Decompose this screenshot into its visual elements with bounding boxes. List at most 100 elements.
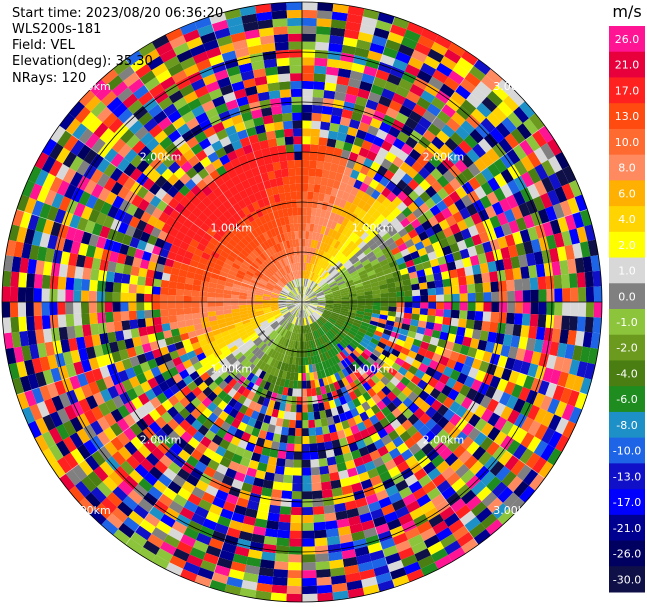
range-gate-cell: [418, 167, 431, 180]
range-gate-cell: [365, 298, 374, 302]
range-gate-cell: [176, 541, 193, 555]
range-gate-cell: [311, 313, 318, 321]
range-gate-cell: [323, 343, 330, 352]
range-gate-cell: [420, 500, 436, 514]
range-gate-cell: [285, 144, 295, 153]
range-gate-cell: [361, 372, 371, 382]
range-gate-cell: [341, 368, 350, 378]
range-gate-cell: [569, 273, 578, 288]
range-gate-cell: [448, 269, 458, 279]
range-gate-cell: [472, 143, 487, 158]
range-gate-cell: [323, 161, 332, 171]
range-gate-cell: [346, 85, 360, 97]
range-gate-cell: [391, 207, 402, 218]
range-gate-cell: [461, 422, 475, 437]
range-gate-cell: [321, 335, 328, 343]
range-gate-cell: [317, 278, 325, 286]
range-gate-cell: [327, 130, 339, 140]
range-gate-cell: [500, 420, 514, 436]
range-gate-cell: [527, 226, 539, 241]
range-gate-cell: [302, 325, 304, 334]
range-gate-cell: [145, 317, 154, 327]
range-gate-cell: [368, 273, 378, 280]
range-gate-cell: [374, 370, 385, 381]
range-gate-cell: [418, 362, 429, 374]
range-gate-cell: [384, 345, 394, 354]
range-gate-cell: [74, 266, 84, 279]
range-gate-cell: [302, 593, 318, 602]
range-gate-cell: [357, 394, 367, 405]
range-gate-cell: [434, 316, 444, 325]
range-gate-cell: [314, 57, 328, 67]
range-gate-cell: [425, 185, 437, 198]
range-gate-cell: [326, 320, 334, 327]
range-gate-cell: [426, 487, 442, 501]
range-gate-cell: [433, 323, 443, 332]
range-gate-cell: [434, 34, 452, 49]
range-gate-cell: [498, 450, 513, 466]
range-gate-cell: [409, 83, 425, 97]
range-gate-cell: [439, 331, 449, 341]
range-gate-cell: [307, 307, 314, 314]
range-gate-cell: [191, 486, 206, 499]
range-gate-cell: [337, 233, 345, 243]
range-gate-cell: [334, 172, 344, 182]
range-gate-cell: [479, 436, 494, 451]
range-gate-cell: [467, 427, 481, 442]
range-gate-cell: [395, 257, 406, 266]
range-gate-cell: [316, 434, 325, 444]
range-gate-cell: [437, 187, 449, 200]
range-gate-cell: [503, 381, 516, 396]
range-gate-cell: [378, 496, 392, 509]
range-gate-cell: [267, 512, 280, 522]
range-gate-cell: [445, 492, 461, 507]
range-gate-cell: [325, 305, 334, 309]
range-gate-cell: [353, 369, 362, 379]
range-gate-cell: [397, 242, 408, 252]
range-gate-cell: [18, 272, 28, 288]
range-gate-cell: [291, 396, 297, 405]
range-gate-cell: [459, 302, 468, 311]
range-gate-cell: [367, 387, 377, 398]
range-gate-cell: [449, 177, 462, 191]
range-gate-cell: [331, 326, 339, 334]
range-gate-cell: [386, 401, 398, 413]
range-gate-cell: [377, 322, 386, 329]
range-gate-cell: [369, 475, 383, 487]
range-gate-cell: [340, 386, 349, 396]
range-gate-cell: [244, 424, 254, 435]
range-gate-cell: [278, 152, 288, 162]
range-gate-cell: [455, 405, 468, 418]
range-gate-cell: [443, 286, 452, 295]
range-gate-cell: [270, 375, 278, 385]
range-gate-cell: [319, 327, 326, 336]
range-gate-cell: [316, 10, 333, 20]
range-gate-cell: [384, 272, 394, 280]
range-gate-cell: [357, 298, 366, 302]
range-gate-cell: [584, 316, 594, 333]
range-gate-cell: [296, 396, 302, 405]
range-gate-cell: [432, 69, 449, 84]
range-gate-cell: [388, 466, 401, 478]
range-gate-cell: [330, 567, 346, 577]
range-gate-cell: [386, 202, 397, 213]
range-gate-cell: [302, 96, 313, 105]
range-gate-cell: [404, 117, 419, 130]
range-gate-cell: [587, 239, 599, 257]
range-gate-cell: [366, 238, 376, 248]
range-gate-cell: [267, 138, 278, 148]
range-gate-cell: [403, 284, 412, 292]
range-gate-cell: [308, 305, 317, 310]
range-gate-cell: [274, 343, 281, 352]
range-gate-cell: [403, 29, 421, 43]
range-gate-cell: [388, 306, 397, 312]
range-gate-cell: [306, 207, 312, 216]
range-gate-cell: [241, 482, 253, 493]
range-gate-cell: [470, 87, 487, 103]
range-gate-cell: [279, 89, 292, 98]
range-gate-cell: [442, 316, 452, 326]
range-gate-cell: [525, 337, 536, 352]
range-gate-cell: [506, 148, 521, 165]
range-gate-cell: [340, 308, 349, 312]
range-gate-cell: [551, 261, 562, 276]
